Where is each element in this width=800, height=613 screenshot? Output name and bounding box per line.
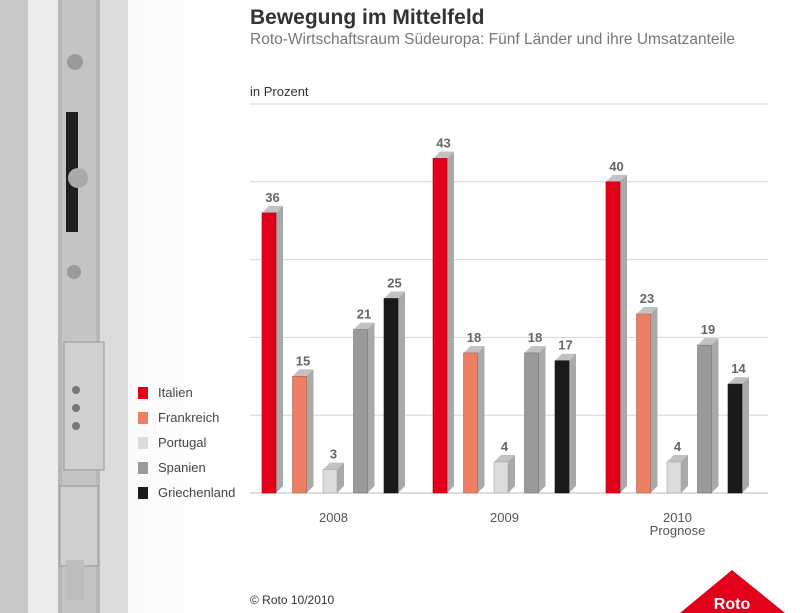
window-lock-illustration bbox=[0, 0, 128, 613]
legend-label: Italien bbox=[158, 385, 193, 400]
bar-spanien-2008 bbox=[353, 322, 375, 494]
legend-label: Spanien bbox=[158, 460, 206, 475]
bar-spanien-2009 bbox=[524, 345, 546, 494]
bar-griechenland-2008 bbox=[383, 291, 405, 494]
legend-item: Portugal bbox=[138, 430, 235, 455]
bar-italien-2010 bbox=[605, 174, 627, 494]
bar-portugal-2010 bbox=[666, 454, 688, 494]
data-label: 19 bbox=[701, 322, 715, 337]
bar-italien-2008 bbox=[261, 205, 283, 494]
legend-item: Spanien bbox=[138, 455, 235, 480]
bar-portugal-2009 bbox=[493, 454, 515, 494]
data-label: 21 bbox=[357, 307, 371, 322]
category-label: 2010 bbox=[663, 510, 692, 525]
bar-frankreich-2010 bbox=[636, 307, 658, 494]
bar-frankreich-2008 bbox=[292, 369, 314, 494]
data-label: 23 bbox=[640, 291, 654, 306]
data-label: 36 bbox=[265, 190, 279, 205]
data-label: 17 bbox=[558, 338, 572, 353]
bar-griechenland-2010 bbox=[727, 377, 749, 494]
data-label: 43 bbox=[436, 135, 450, 150]
legend-swatch bbox=[138, 411, 148, 424]
legend-label: Portugal bbox=[158, 435, 207, 450]
data-label: 4 bbox=[674, 439, 682, 454]
legend-swatch bbox=[138, 386, 148, 399]
logo-text: Roto bbox=[714, 596, 751, 613]
data-label: 14 bbox=[731, 361, 746, 376]
data-label: 18 bbox=[528, 330, 542, 345]
category-sublabel: Prognose bbox=[650, 523, 706, 538]
data-label: 25 bbox=[387, 276, 401, 291]
legend-item: Italien bbox=[138, 380, 235, 405]
legend-item: Griechenland bbox=[138, 480, 235, 505]
legend-label: Frankreich bbox=[158, 410, 220, 425]
legend-swatch bbox=[138, 436, 148, 449]
legend-label: Griechenland bbox=[158, 485, 236, 500]
data-label: 18 bbox=[467, 330, 481, 345]
chart-title: Bewegung im Mittelfeld bbox=[250, 6, 485, 29]
category-label: 2009 bbox=[490, 510, 519, 525]
copyright: © Roto 10/2010 bbox=[250, 593, 335, 607]
roto-logo: Roto bbox=[680, 570, 785, 613]
bar-italien-2009 bbox=[432, 151, 454, 494]
bar-spanien-2010 bbox=[697, 338, 719, 494]
data-label: 15 bbox=[296, 353, 310, 368]
legend-item: Frankreich bbox=[138, 405, 235, 430]
bar-frankreich-2009 bbox=[463, 345, 485, 494]
data-label: 4 bbox=[501, 439, 509, 454]
bar-portugal-2008 bbox=[322, 462, 344, 494]
data-label: 40 bbox=[609, 159, 623, 174]
legend-swatch bbox=[138, 461, 148, 474]
legend: Italien Frankreich Portugal Spanien Griechen… bbox=[138, 380, 235, 505]
category-label: 2008 bbox=[319, 510, 348, 525]
unit-label: in Prozent bbox=[250, 84, 309, 99]
data-label: 3 bbox=[330, 447, 337, 462]
legend-swatch bbox=[138, 486, 148, 499]
window-hardware-photo bbox=[0, 0, 235, 613]
chart-subtitle: Roto-Wirtschaftsraum Südeuropa: Fünf Län… bbox=[250, 31, 736, 48]
bar-griechenland-2009 bbox=[554, 353, 576, 494]
